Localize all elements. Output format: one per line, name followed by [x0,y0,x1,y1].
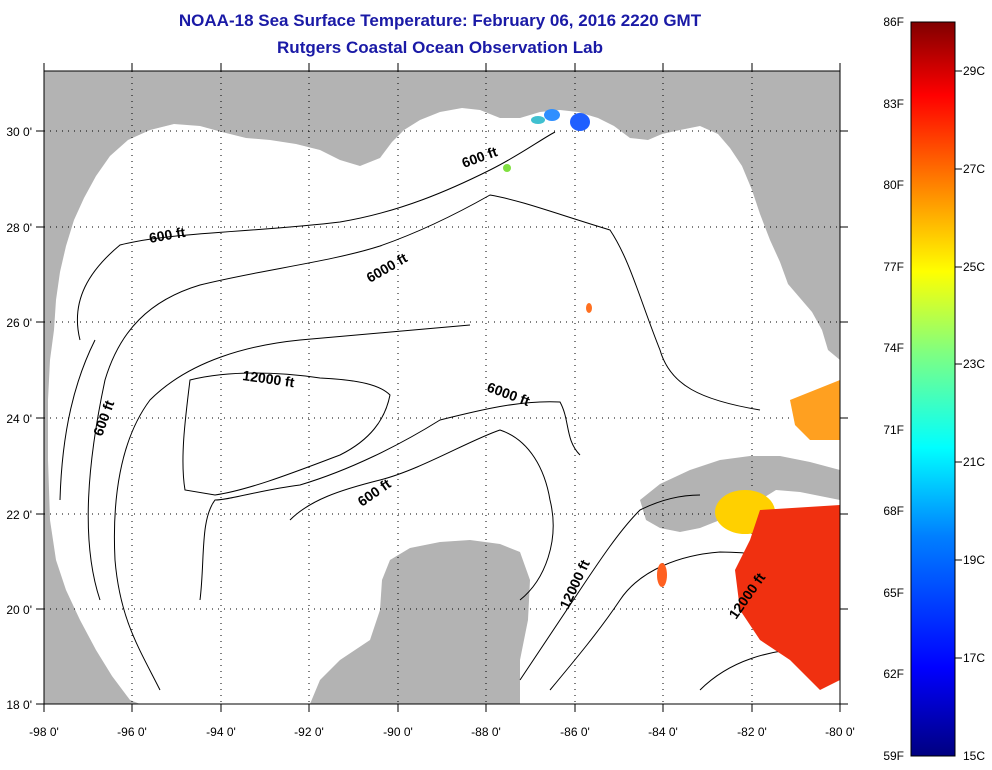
lat-tick-label: 30 0' [6,125,32,139]
lon-tick-label: -96 0' [117,725,147,739]
colorbar-c-label: 17C [963,651,985,665]
colorbar-f-label: 86F [883,15,904,29]
map-title: NOAA-18 Sea Surface Temperature: Februar… [178,11,702,30]
bathymetry-contours [59,131,840,691]
land-yucatan [310,540,530,704]
map-subtitle: Rutgers Coastal Ocean Observation Lab [277,38,603,57]
colorbar-f-label: 74F [883,341,904,355]
colorbar-f-label: 83F [883,97,904,111]
axis-ticks [36,63,848,712]
colorbar-c-label: 21C [963,455,985,469]
graticule [44,71,840,704]
lon-tick-label: -88 0' [471,725,501,739]
lon-tick-label: -92 0' [294,725,324,739]
colorbar-f-label: 80F [883,178,904,192]
lat-tick-label: 24 0' [6,412,32,426]
colorbar-f-label: 68F [883,504,904,518]
land-us-gulf-coast [44,71,840,704]
colorbar-f-label: 59F [883,749,904,763]
colorbar-c-label: 15C [963,749,985,763]
lat-tick-label: 18 0' [6,698,32,712]
lon-tick-label: -86 0' [560,725,590,739]
colorbar-c-label: 19C [963,553,985,567]
lon-tick-label: -90 0' [383,725,413,739]
colorbar-c-label: 29C [963,64,985,78]
colorbar-f-label: 65F [883,586,904,600]
contour-label: 600 ft [148,224,187,246]
colorbar-c-label: 23C [963,357,985,371]
colorbar-c-label: 25C [963,260,985,274]
sst-data-patches [503,109,840,690]
contour-label: 12000 ft [242,367,296,390]
colorbar-c-label: 27C [963,162,985,176]
colorbar-f-label: 71F [883,423,904,437]
lat-tick-label: 20 0' [6,603,32,617]
lat-tick-label: 26 0' [6,316,32,330]
lon-tick-label: -98 0' [29,725,59,739]
lat-tick-label: 22 0' [6,508,32,522]
colorbar-f-label: 62F [883,667,904,681]
lon-tick-label: -84 0' [648,725,678,739]
colorbar-f-label: 77F [883,260,904,274]
lon-tick-label: -94 0' [206,725,236,739]
lat-tick-label: 28 0' [6,221,32,235]
colorbar [910,21,956,757]
lon-tick-label: -80 0' [825,725,855,739]
lon-tick-label: -82 0' [737,725,767,739]
